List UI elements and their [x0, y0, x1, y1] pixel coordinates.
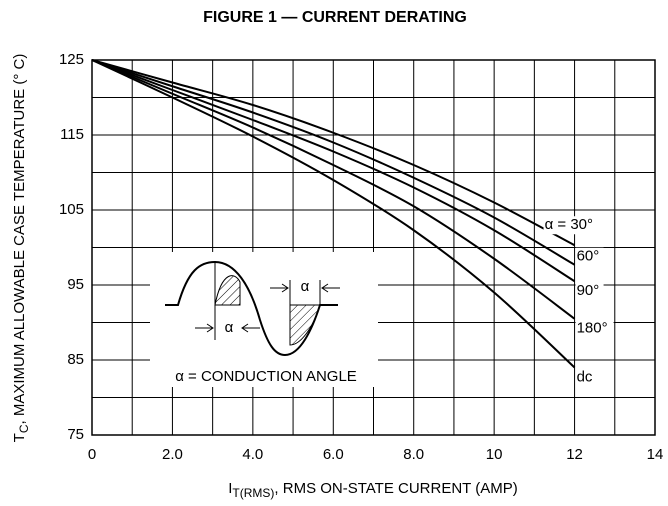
arrows-upper — [270, 283, 340, 293]
series-label: 60° — [577, 248, 600, 265]
x-tick-label: 12 — [566, 446, 583, 463]
series-label-bg — [575, 368, 604, 387]
alpha-upper: α — [301, 278, 310, 295]
y-tick-label: 125 — [59, 51, 84, 68]
curve — [91, 59, 576, 320]
series-label: dc — [577, 368, 593, 385]
series-label-bg — [575, 282, 604, 301]
x-tick-label: 0 — [88, 446, 96, 463]
inset-background — [150, 252, 378, 387]
inset: α α α = CONDUCTION ANGLE — [150, 252, 378, 387]
x-label-text: , RMS ON-STATE CURRENT (AMP) — [274, 480, 517, 497]
x-label-subscript: T(RMS) — [232, 486, 274, 500]
curve — [91, 59, 576, 369]
curves: α = 30° 60° 90° 180° dc — [91, 59, 614, 387]
curve — [91, 59, 576, 247]
y-label-text: , MAXIMUM ALLOWABLE CASE TEMPERATURE (° … — [11, 54, 28, 425]
curve — [91, 59, 576, 283]
y-tick-label: 85 — [67, 351, 84, 368]
x-tick-label: 14 — [647, 446, 664, 463]
y-label-symbol: T — [11, 433, 28, 442]
arrows-lower — [195, 323, 260, 333]
x-label-symbol: I — [228, 480, 232, 497]
y-tick-label: 115 — [60, 126, 84, 143]
x-tick-label: 6.0 — [323, 446, 344, 463]
y-tick-label: 105 — [59, 201, 84, 218]
y-label-subscript: C — [17, 424, 31, 433]
series-label-bg — [543, 216, 612, 235]
chart-title: FIGURE 1 — CURRENT DERATING — [203, 9, 467, 26]
x-tick-label: 2.0 — [162, 446, 183, 463]
series-label: 180° — [577, 320, 608, 337]
x-axis-label: IT(RMS), RMS ON-STATE CURRENT (AMP) — [228, 480, 518, 500]
curve — [91, 59, 576, 266]
plot-frame — [91, 59, 656, 436]
series-label-bg — [575, 319, 614, 338]
x-tick-label: 10 — [486, 446, 503, 463]
y-tick-label: 75 — [67, 426, 84, 443]
hatch-positive — [214, 275, 241, 306]
inset-caption: α = CONDUCTION ANGLE — [175, 368, 357, 385]
x-tick-label: 8.0 — [403, 446, 424, 463]
y-axis-label: TC, MAXIMUM ALLOWABLE CASE TEMPERATURE (… — [11, 54, 31, 443]
y-tick-label: 95 — [67, 276, 84, 293]
waveform — [165, 260, 338, 357]
series-label: 90° — [577, 282, 600, 299]
alpha-lower: α — [225, 319, 234, 336]
series-label: α = 30° — [545, 216, 593, 233]
x-tick-label: 4.0 — [242, 446, 263, 463]
series-label-bg — [575, 247, 604, 266]
